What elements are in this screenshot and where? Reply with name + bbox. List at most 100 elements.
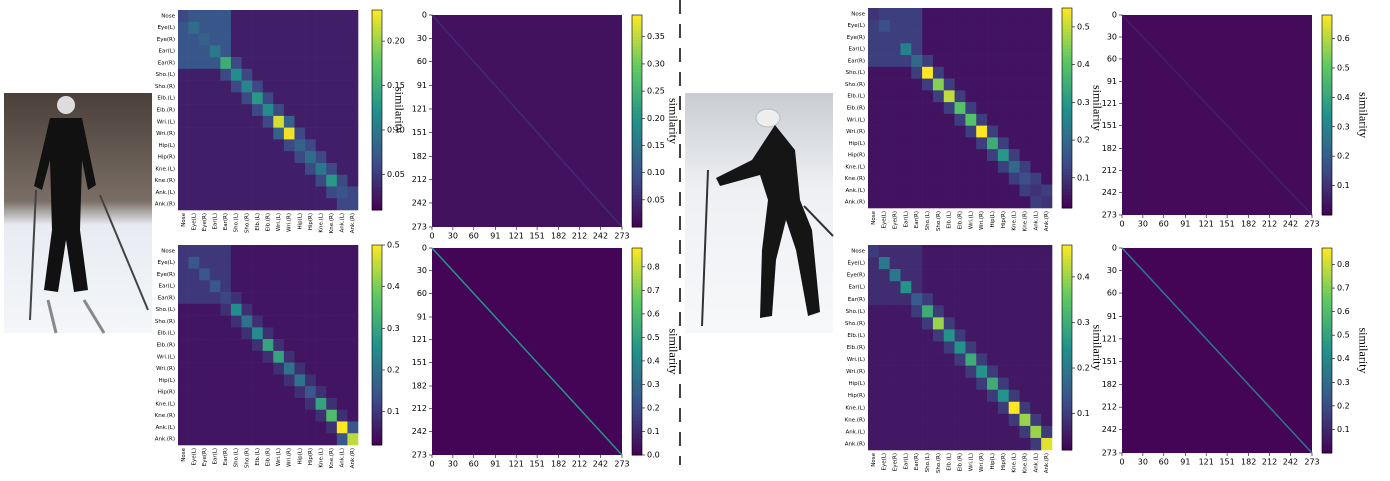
heatmap-cell xyxy=(294,327,305,339)
colorbar-step xyxy=(1322,172,1332,176)
heatmap-cell xyxy=(210,57,221,69)
heatmap-cell xyxy=(337,269,348,281)
colorbar-step xyxy=(372,120,382,124)
heatmap-cell xyxy=(284,316,295,328)
colorbar-step xyxy=(632,283,642,287)
y-tick-label: Sho.(L) xyxy=(846,309,865,315)
heatmap-cell xyxy=(294,163,305,175)
heatmap-cell xyxy=(933,293,944,305)
heatmap-cell xyxy=(305,34,316,46)
colorbar-step xyxy=(372,248,382,252)
heatmap-cell xyxy=(1030,114,1041,126)
heatmap-cell xyxy=(1009,149,1020,161)
y-tick-label: 242 xyxy=(1102,188,1117,197)
heatmap-cell xyxy=(252,57,263,69)
colorbar-step xyxy=(632,348,642,352)
y-tick-label: Ank.(R) xyxy=(155,202,175,208)
x-tick-label: 0 xyxy=(429,232,434,241)
heatmap-cell xyxy=(231,116,242,128)
heatmap-cell xyxy=(879,137,890,149)
photo-left xyxy=(4,93,152,333)
heatmap-cell xyxy=(1041,305,1052,317)
colorbar-step xyxy=(1062,348,1072,352)
x-tick-label: Eye(R) xyxy=(893,453,899,471)
colorbar-step xyxy=(1062,81,1072,85)
x-tick-label: Sho.(L) xyxy=(925,453,931,472)
colorbar-step xyxy=(1322,142,1332,146)
x-tick-label: Elb.(L) xyxy=(255,213,261,231)
heatmap-cell xyxy=(922,257,933,269)
heatmap-cell xyxy=(178,433,189,445)
heatmap-cell xyxy=(900,390,911,402)
heatmap-cell xyxy=(326,386,337,398)
heatmap-cell xyxy=(305,304,316,316)
heatmap-cell xyxy=(1009,426,1020,438)
heatmap-cell xyxy=(242,386,253,398)
heatmap-cell xyxy=(347,410,358,422)
heatmap-cell xyxy=(879,43,890,55)
colorbar-step xyxy=(1062,195,1072,199)
heatmap-cell xyxy=(998,378,1009,390)
x-tick-label: Sho.(R) xyxy=(244,448,250,468)
colorbar-step xyxy=(1062,279,1072,283)
y-tick-label: Elb.(L) xyxy=(847,94,865,100)
heatmap-cell xyxy=(316,339,327,351)
heatmap-cell xyxy=(242,339,253,351)
heatmap-cell xyxy=(316,45,327,57)
heatmap-cell xyxy=(890,102,901,114)
heatmap-cell xyxy=(900,329,911,341)
heatmap-cell xyxy=(1041,426,1052,438)
heatmap-cell xyxy=(900,43,911,55)
colorbar-step xyxy=(1062,440,1072,444)
y-tick-label: Ear(L) xyxy=(159,49,175,55)
colorbar-step xyxy=(632,103,642,107)
heatmap-cell xyxy=(944,173,955,185)
heatmap-cell xyxy=(1009,378,1020,390)
x-tick-label: Ank.(R) xyxy=(1044,211,1050,231)
colorbar-step xyxy=(1062,409,1072,413)
colorbar-step xyxy=(632,68,642,72)
heatmap-cell xyxy=(890,281,901,293)
colorbar-step xyxy=(1322,205,1332,209)
colorbar-tick-label: 0.4 xyxy=(1077,60,1090,69)
x-tick-label: Ank.(R) xyxy=(350,448,356,468)
y-tick-label: 212 xyxy=(1102,166,1117,175)
heatmap-cell xyxy=(911,366,922,378)
heatmap-cell xyxy=(944,161,955,173)
heatmap-cell xyxy=(900,161,911,173)
heatmap-cell xyxy=(326,363,337,375)
colorbar-step xyxy=(372,93,382,97)
heatmap-cell xyxy=(305,22,316,34)
colorbar-step xyxy=(632,72,642,76)
x-tick-label: Ank.(R) xyxy=(350,213,356,233)
colorbar-step xyxy=(1322,385,1332,389)
heatmap-cell xyxy=(955,414,966,426)
heatmap-cell xyxy=(944,67,955,79)
colorbar-step xyxy=(372,275,382,279)
heatmap-cell xyxy=(1020,137,1031,149)
colorbar-step xyxy=(1062,58,1072,62)
heatmap-cell xyxy=(284,57,295,69)
x-tick-label: 182 xyxy=(551,232,566,241)
heatmap-cell xyxy=(955,149,966,161)
heatmap-cell xyxy=(890,269,901,281)
heatmap-cell xyxy=(976,173,987,185)
heatmap-cell xyxy=(220,339,231,351)
colorbar-step xyxy=(372,183,382,187)
colorbar-tick-label: 0.4 xyxy=(387,282,400,291)
heatmap-cell xyxy=(987,196,998,208)
heatmap-cell xyxy=(199,163,210,175)
heatmap-cell xyxy=(890,79,901,91)
colorbar-step xyxy=(1062,168,1072,172)
colorbar-tick-label: 0.3 xyxy=(387,324,400,333)
heatmap-cell xyxy=(1041,281,1052,293)
heatmap-cell xyxy=(976,329,987,341)
heatmap-cell xyxy=(890,149,901,161)
heatmap-cell xyxy=(337,421,348,433)
heatmap-cell xyxy=(933,366,944,378)
heatmap-cell xyxy=(178,386,189,398)
colorbar-step xyxy=(372,278,382,282)
heatmap-cell xyxy=(922,102,933,114)
heatmap-cell xyxy=(955,43,966,55)
heatmap-cell xyxy=(868,390,879,402)
